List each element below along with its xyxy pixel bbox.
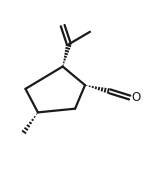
Text: O: O [131, 91, 141, 104]
